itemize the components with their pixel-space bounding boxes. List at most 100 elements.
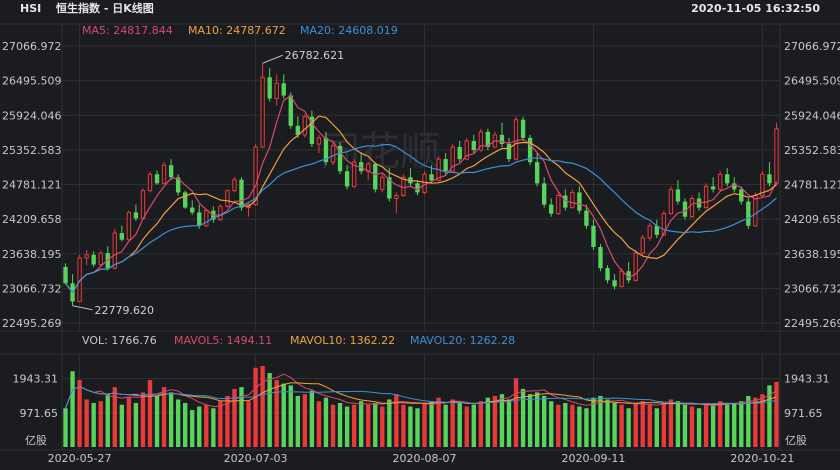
candle-body [337,145,343,172]
candle-body [126,211,132,241]
mavol20-legend: MAVOL20: 1262.28 [410,334,515,347]
candle-body [288,95,293,126]
candle-body [485,131,491,148]
y-tick-label-right: 25352.583 [784,144,840,157]
y-axis-left: 27066.972 26495.509 25924.046 25352.583 2478… [2,40,62,330]
candle-body [140,190,146,219]
volume-bar [492,395,498,447]
volume-bar [77,380,82,447]
price-ma-lines [65,95,778,294]
volume-bar [98,401,103,447]
volume-bar [260,366,265,447]
candle-body [387,177,392,199]
candle-body [774,128,779,184]
volume-bar [767,385,772,447]
y-tick-label-right: 26495.509 [784,75,840,88]
volume-bar [534,392,540,447]
volume-bar [647,404,652,447]
candle-body [373,163,378,190]
volume-tick-label-right: 971.65 [784,407,823,420]
annotation-label: 22779.620 [95,304,155,317]
volume-bar [542,395,547,447]
volume-bar [520,388,526,447]
candle-body [506,143,512,160]
volume-axis: 1943.31 1943.31 971.65 971.65 [13,373,830,420]
candle-body [344,171,350,187]
candle-body [542,183,547,205]
candle-body [450,146,455,172]
volume-bar [774,381,779,447]
volume-bar [168,392,174,447]
candle-body [197,212,202,226]
volume-bar [422,402,427,447]
candle-body [703,185,709,209]
volume-bar [337,402,343,447]
volume-bar [105,394,110,447]
candle-body [232,179,237,192]
candle-body [513,119,519,160]
y-tick-label-left: 23066.732 [2,282,62,295]
volume-bar [471,404,476,447]
y-tick-label-left: 25352.583 [2,144,62,157]
candle-body [499,134,505,144]
ma10-legend: MA10: 24787.672 [188,24,286,37]
x-tick-label: 2020-08-07 [393,452,457,465]
candle-body [218,205,223,221]
volume-bar [112,387,117,447]
volume-bar [696,408,702,447]
candle-body [281,83,286,96]
volume-bar [478,401,484,447]
volume-bar [598,395,603,447]
y-tick-label-left: 23638.195 [2,248,62,261]
candle-body [647,225,652,239]
candle-body [394,194,399,200]
candle-body [640,237,645,254]
candle-body [654,225,659,235]
datetime-label: 2020-11-05 16:32:50 [691,2,820,15]
volume-bar [183,402,188,447]
volume-bar [682,404,688,447]
volume-bar [309,390,315,447]
candle-body [98,252,103,266]
y-tick-label-right: 24781.121 [784,179,840,192]
volume-ma-lines [65,373,777,409]
annotation-label: 26782.621 [285,49,345,62]
candle-body [63,266,68,284]
mavol5-legend: MAVOL5: 1494.11 [174,334,272,347]
ma20-legend: MA20: 24608.019 [300,24,398,37]
volume-bar [717,401,723,447]
volume-unit-left: 亿股 [25,434,47,447]
volume-bar [161,387,167,447]
annotation-leader [262,54,283,64]
volume-bar [654,408,659,447]
candle-body [443,159,448,172]
candle-body [556,194,561,215]
volume-bar [225,395,230,447]
mavol10-legend: MAVOL10: 1362.22 [290,334,395,347]
ma-legend: MA5: 24817.844 MA10: 24787.672 MA20: 246… [82,24,398,37]
candle-body [563,195,568,208]
volume-bar [147,380,153,447]
ma5-line [65,95,778,294]
volume-bar [605,399,610,447]
volume-bar [175,399,181,447]
candle-body [746,201,751,226]
candle-body [323,137,329,163]
volume-bar [218,401,223,447]
candle-body [253,146,258,206]
candle-body [534,162,540,184]
volume-bar [366,404,371,447]
volume-bar [387,399,392,447]
candle-body [330,145,336,163]
volume-bar [549,401,554,447]
volume-bar [739,401,744,447]
volume-bar [288,385,293,447]
candle-body [732,183,737,190]
volume-bar [450,399,455,447]
volume-bar [725,404,730,447]
volume-bar [330,404,336,447]
candle-body [584,210,589,226]
candle-body [675,189,681,202]
volume-bar [380,406,385,447]
